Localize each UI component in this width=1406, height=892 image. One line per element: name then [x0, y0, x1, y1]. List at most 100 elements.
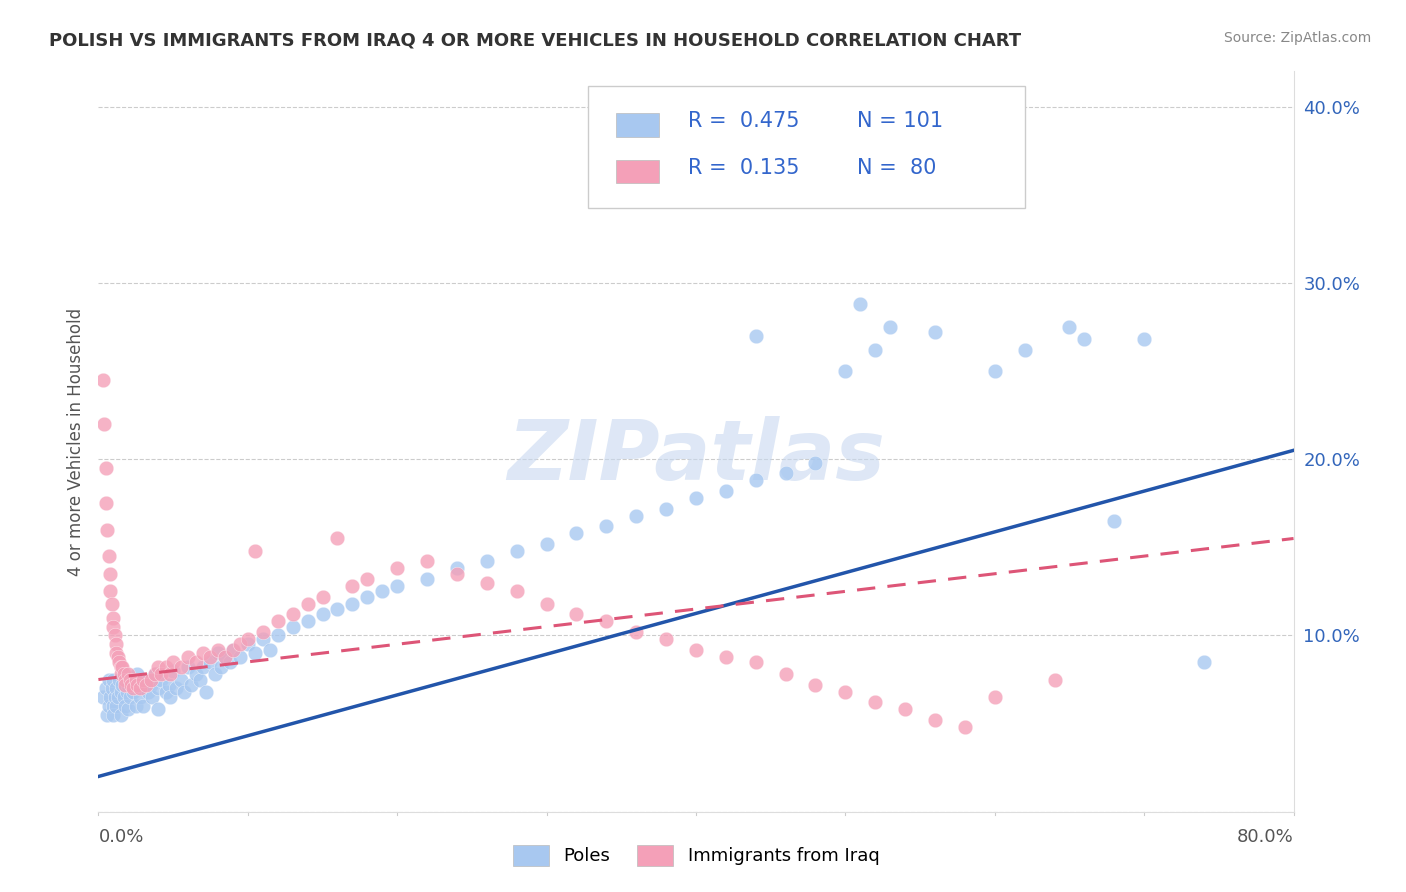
- Point: [159, 667, 181, 681]
- Point: [125, 673, 148, 687]
- Point: [114, 667, 136, 681]
- Point: [1043, 673, 1066, 687]
- Point: [685, 642, 707, 657]
- Point: [111, 678, 134, 692]
- Point: [135, 673, 157, 687]
- Point: [110, 667, 132, 681]
- Point: [245, 544, 267, 558]
- Point: [98, 566, 122, 581]
- Point: [114, 678, 136, 692]
- Point: [101, 681, 124, 696]
- Point: [1059, 320, 1081, 334]
- Text: POLISH VS IMMIGRANTS FROM IRAQ 4 OR MORE VEHICLES IN HOUSEHOLD CORRELATION CHART: POLISH VS IMMIGRANTS FROM IRAQ 4 OR MORE…: [49, 31, 1021, 49]
- Point: [879, 320, 901, 334]
- Point: [97, 673, 120, 687]
- FancyBboxPatch shape: [616, 113, 658, 136]
- Point: [128, 681, 150, 696]
- Point: [132, 678, 155, 692]
- Point: [267, 615, 290, 629]
- Point: [416, 554, 439, 568]
- Point: [416, 572, 439, 586]
- Point: [371, 584, 394, 599]
- Legend: Poles, Immigrants from Iraq: Poles, Immigrants from Iraq: [505, 838, 887, 873]
- Point: [139, 678, 162, 692]
- Point: [385, 579, 409, 593]
- Point: [236, 632, 259, 646]
- Point: [834, 364, 856, 378]
- Point: [745, 655, 768, 669]
- Point: [252, 624, 274, 639]
- Point: [132, 698, 155, 713]
- Text: ZIPatlas: ZIPatlas: [508, 416, 884, 497]
- Point: [1014, 343, 1036, 357]
- Point: [107, 690, 129, 705]
- Point: [110, 660, 132, 674]
- Point: [714, 649, 737, 664]
- Point: [117, 667, 139, 681]
- Point: [984, 690, 1007, 705]
- FancyBboxPatch shape: [589, 87, 1025, 209]
- Y-axis label: 4 or more Vehicles in Household: 4 or more Vehicles in Household: [66, 308, 84, 575]
- Point: [93, 417, 115, 431]
- Point: [865, 343, 887, 357]
- Point: [148, 702, 170, 716]
- Point: [236, 637, 259, 651]
- Point: [96, 707, 118, 722]
- Point: [118, 690, 141, 705]
- Point: [200, 655, 222, 669]
- Point: [148, 660, 170, 674]
- Point: [177, 660, 200, 674]
- Point: [155, 685, 177, 699]
- Point: [117, 702, 139, 716]
- Point: [159, 690, 181, 705]
- Text: 0.0%: 0.0%: [98, 828, 143, 846]
- Point: [595, 519, 617, 533]
- Point: [714, 483, 737, 498]
- Point: [356, 572, 378, 586]
- Point: [1104, 514, 1126, 528]
- Point: [150, 673, 173, 687]
- Point: [775, 467, 797, 481]
- Point: [155, 660, 177, 674]
- Point: [984, 364, 1007, 378]
- Point: [94, 681, 117, 696]
- Point: [281, 607, 304, 622]
- Point: [297, 597, 319, 611]
- Point: [184, 655, 207, 669]
- Point: [191, 660, 214, 674]
- Point: [849, 297, 872, 311]
- Point: [110, 685, 132, 699]
- Point: [326, 602, 349, 616]
- Point: [356, 590, 378, 604]
- Point: [804, 456, 827, 470]
- Point: [506, 544, 529, 558]
- Point: [222, 642, 245, 657]
- Text: R =  0.135: R = 0.135: [688, 158, 799, 178]
- Point: [114, 698, 136, 713]
- Point: [118, 673, 141, 687]
- Point: [894, 702, 917, 716]
- Point: [129, 681, 152, 696]
- Text: N =  80: N = 80: [858, 158, 936, 178]
- Point: [177, 649, 200, 664]
- Point: [311, 590, 333, 604]
- Point: [342, 579, 364, 593]
- Point: [112, 690, 135, 705]
- Point: [200, 649, 222, 664]
- Point: [475, 554, 498, 568]
- Point: [655, 501, 678, 516]
- Point: [110, 707, 132, 722]
- Point: [108, 655, 131, 669]
- Point: [214, 649, 236, 664]
- Point: [125, 698, 148, 713]
- Point: [94, 461, 117, 475]
- Point: [204, 667, 226, 681]
- Point: [132, 673, 155, 687]
- Point: [1192, 655, 1215, 669]
- Point: [685, 491, 707, 505]
- Text: Source: ZipAtlas.com: Source: ZipAtlas.com: [1223, 31, 1371, 45]
- Point: [112, 667, 135, 681]
- Point: [91, 690, 114, 705]
- Point: [127, 678, 149, 692]
- Point: [117, 678, 139, 692]
